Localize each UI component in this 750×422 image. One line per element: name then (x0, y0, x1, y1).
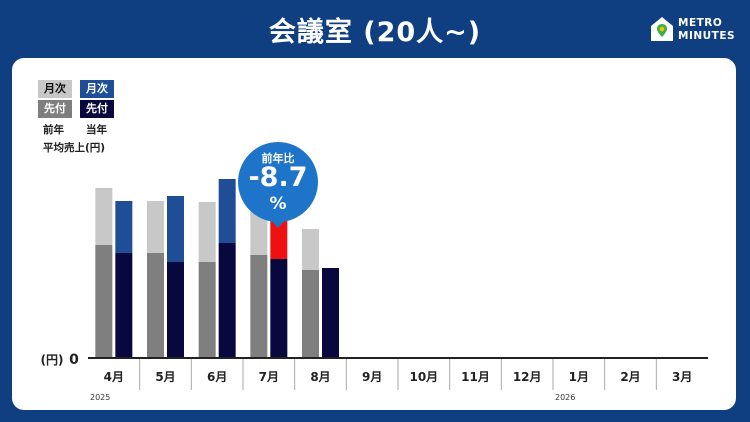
legend-metric-label: 平均売上(円) (43, 142, 106, 154)
x-tick-label: 10月 (409, 370, 438, 384)
bar-prev-advance-3 (198, 262, 216, 358)
y-axis-zero-tick: 0 (69, 352, 79, 368)
x-tick-label: 8月 (310, 370, 330, 384)
brand-logo: METRO MINUTES (650, 16, 740, 46)
x-tick-label: 1月 (569, 370, 589, 384)
bar-curr-monthly-2 (167, 196, 184, 262)
chart-legend: 月次 先付 月次 先付 前年 当年 平均売上(円) (38, 80, 138, 160)
callout-unit: % (269, 194, 287, 214)
y-axis-unit-label: (円) (41, 353, 64, 367)
logo-wordmark: METRO MINUTES (678, 17, 735, 43)
x-tick-label: 2月 (620, 370, 640, 384)
year-label: 2025 (90, 393, 110, 402)
logo-line-2: MINUTES (678, 30, 736, 42)
bar-curr-monthly-3 (218, 179, 236, 243)
legend-curr-advance-swatch: 先付 (80, 100, 114, 118)
legend-prev-monthly-swatch: 月次 (38, 80, 72, 98)
bar-prev-advance-4 (250, 255, 268, 358)
bar-prev-monthly-5 (302, 229, 319, 270)
x-tick-label: 5月 (155, 370, 175, 384)
year-label: 2026 (555, 393, 575, 402)
bars-group (95, 179, 339, 358)
bar-curr-advance-4 (270, 259, 288, 358)
bar-prev-advance-1 (95, 245, 113, 358)
x-tick-label: 7月 (259, 370, 279, 384)
callout-label: 前年比 (261, 152, 295, 165)
callout-value: -8.7 (248, 162, 308, 193)
bar-prev-monthly-3 (198, 202, 216, 262)
x-tick-label: 3月 (672, 370, 692, 384)
page-title: 会議室 (20人~) (268, 17, 482, 48)
bar-prev-monthly-2 (147, 201, 164, 253)
bar-curr-advance-3 (218, 243, 236, 358)
bar-curr-advance-1 (115, 253, 133, 358)
logo-house-icon (651, 17, 673, 41)
x-tick-label: 6月 (207, 370, 227, 384)
legend-prev-advance-swatch: 先付 (38, 100, 72, 118)
bar-curr-advance-5 (322, 268, 339, 358)
bar-prev-advance-5 (302, 270, 319, 358)
x-tick-label: 12月 (513, 370, 542, 384)
bar-curr-advance-2 (167, 262, 184, 358)
bar-prev-monthly-1 (95, 188, 113, 245)
x-tick-label: 11月 (461, 370, 490, 384)
legend-curr-label: 当年 (86, 124, 107, 136)
legend-prev-label: 前年 (43, 124, 64, 136)
yoy-callout-bubble: 前年比 -8.7 % (238, 142, 318, 228)
x-tick-label: 4月 (104, 370, 124, 384)
x-axis: 4月 5月 6月 7月 8月 9月 10月 11月 12月 1月 2月 3月 2025 2026 (88, 357, 708, 402)
chart-card (12, 58, 736, 410)
legend-curr-monthly-swatch: 月次 (80, 80, 114, 98)
bar-curr-monthly-1 (115, 201, 133, 253)
bar-prev-advance-2 (147, 253, 164, 358)
x-tick-label: 9月 (362, 370, 382, 384)
logo-line-1: METRO (678, 17, 723, 29)
